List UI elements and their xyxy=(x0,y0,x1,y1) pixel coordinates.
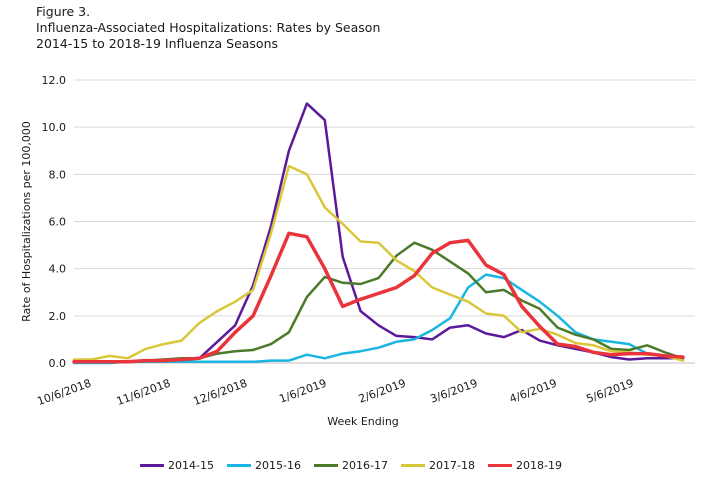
x-tick-label: 12/6/2018 xyxy=(192,377,249,409)
title-block: Figure 3. Influenza-Associated Hospitali… xyxy=(36,4,380,52)
x-tick-label: 11/6/2018 xyxy=(115,377,172,409)
legend: 2014-15 2015-16 2016-17 2017-18 2018-19 xyxy=(0,459,724,477)
series-line-2017-18 xyxy=(72,164,685,362)
chart-subtitle: 2014-15 to 2018-19 Influenza Seasons xyxy=(36,36,279,51)
y-axis-title: Rate of Hospitalizations per 100,000 xyxy=(20,121,33,322)
x-tick-label: 10/6/2018 xyxy=(35,377,92,409)
x-tick-label: 4/6/2019 xyxy=(508,377,559,406)
gridlines xyxy=(74,79,695,317)
figure-label: Figure 3. xyxy=(36,4,91,19)
legend-item-2018-19: 2018-19 xyxy=(488,459,562,472)
legend-swatch xyxy=(314,464,338,467)
x-tick-label: 1/6/2019 xyxy=(277,377,328,406)
legend-swatch xyxy=(227,464,251,467)
legend-label: 2017-18 xyxy=(429,459,475,472)
series-line-2015-16 xyxy=(72,273,685,365)
legend-item-2016-17: 2016-17 xyxy=(314,459,388,472)
y-tick-label: 10.0 xyxy=(42,121,67,134)
legend-item-2017-18: 2017-18 xyxy=(401,459,475,472)
x-axis-ticks: 10/6/2018 11/6/2018 12/6/2018 1/6/2019 2/6/2… xyxy=(35,377,635,409)
series-line-2018-19 xyxy=(72,231,685,364)
legend-item-2015-16: 2015-16 xyxy=(227,459,301,472)
y-tick-label: 8.0 xyxy=(49,168,67,181)
y-tick-label: 0.0 xyxy=(49,357,67,370)
legend-swatch xyxy=(488,464,512,467)
legend-label: 2015-16 xyxy=(255,459,301,472)
y-tick-label: 2.0 xyxy=(49,310,67,323)
x-tick-label: 5/6/2019 xyxy=(585,377,636,406)
line-chart: 0.0 2.0 4.0 6.0 8.0 10.0 12.0 10/6/2018 11/6/20… xyxy=(20,74,695,428)
chart-title: Influenza-Associated Hospitalizations: R… xyxy=(36,20,381,35)
legend-label: 2016-17 xyxy=(342,459,388,472)
y-tick-label: 6.0 xyxy=(49,216,67,229)
legend-label: 2018-19 xyxy=(516,459,562,472)
legend-item-2014-15: 2014-15 xyxy=(140,459,214,472)
x-axis-title: Week Ending xyxy=(327,415,399,428)
series-line-2014-15 xyxy=(72,102,685,364)
legend-label: 2014-15 xyxy=(168,459,214,472)
legend-swatch xyxy=(401,464,425,467)
y-tick-label: 4.0 xyxy=(49,263,67,276)
x-tick-label: 3/6/2019 xyxy=(428,377,479,406)
series-lines xyxy=(72,102,685,365)
x-tick-label: 2/6/2019 xyxy=(357,377,408,406)
legend-swatch xyxy=(140,464,164,467)
y-axis-ticks: 0.0 2.0 4.0 6.0 8.0 10.0 12.0 xyxy=(42,74,67,370)
y-tick-label: 12.0 xyxy=(42,74,67,87)
